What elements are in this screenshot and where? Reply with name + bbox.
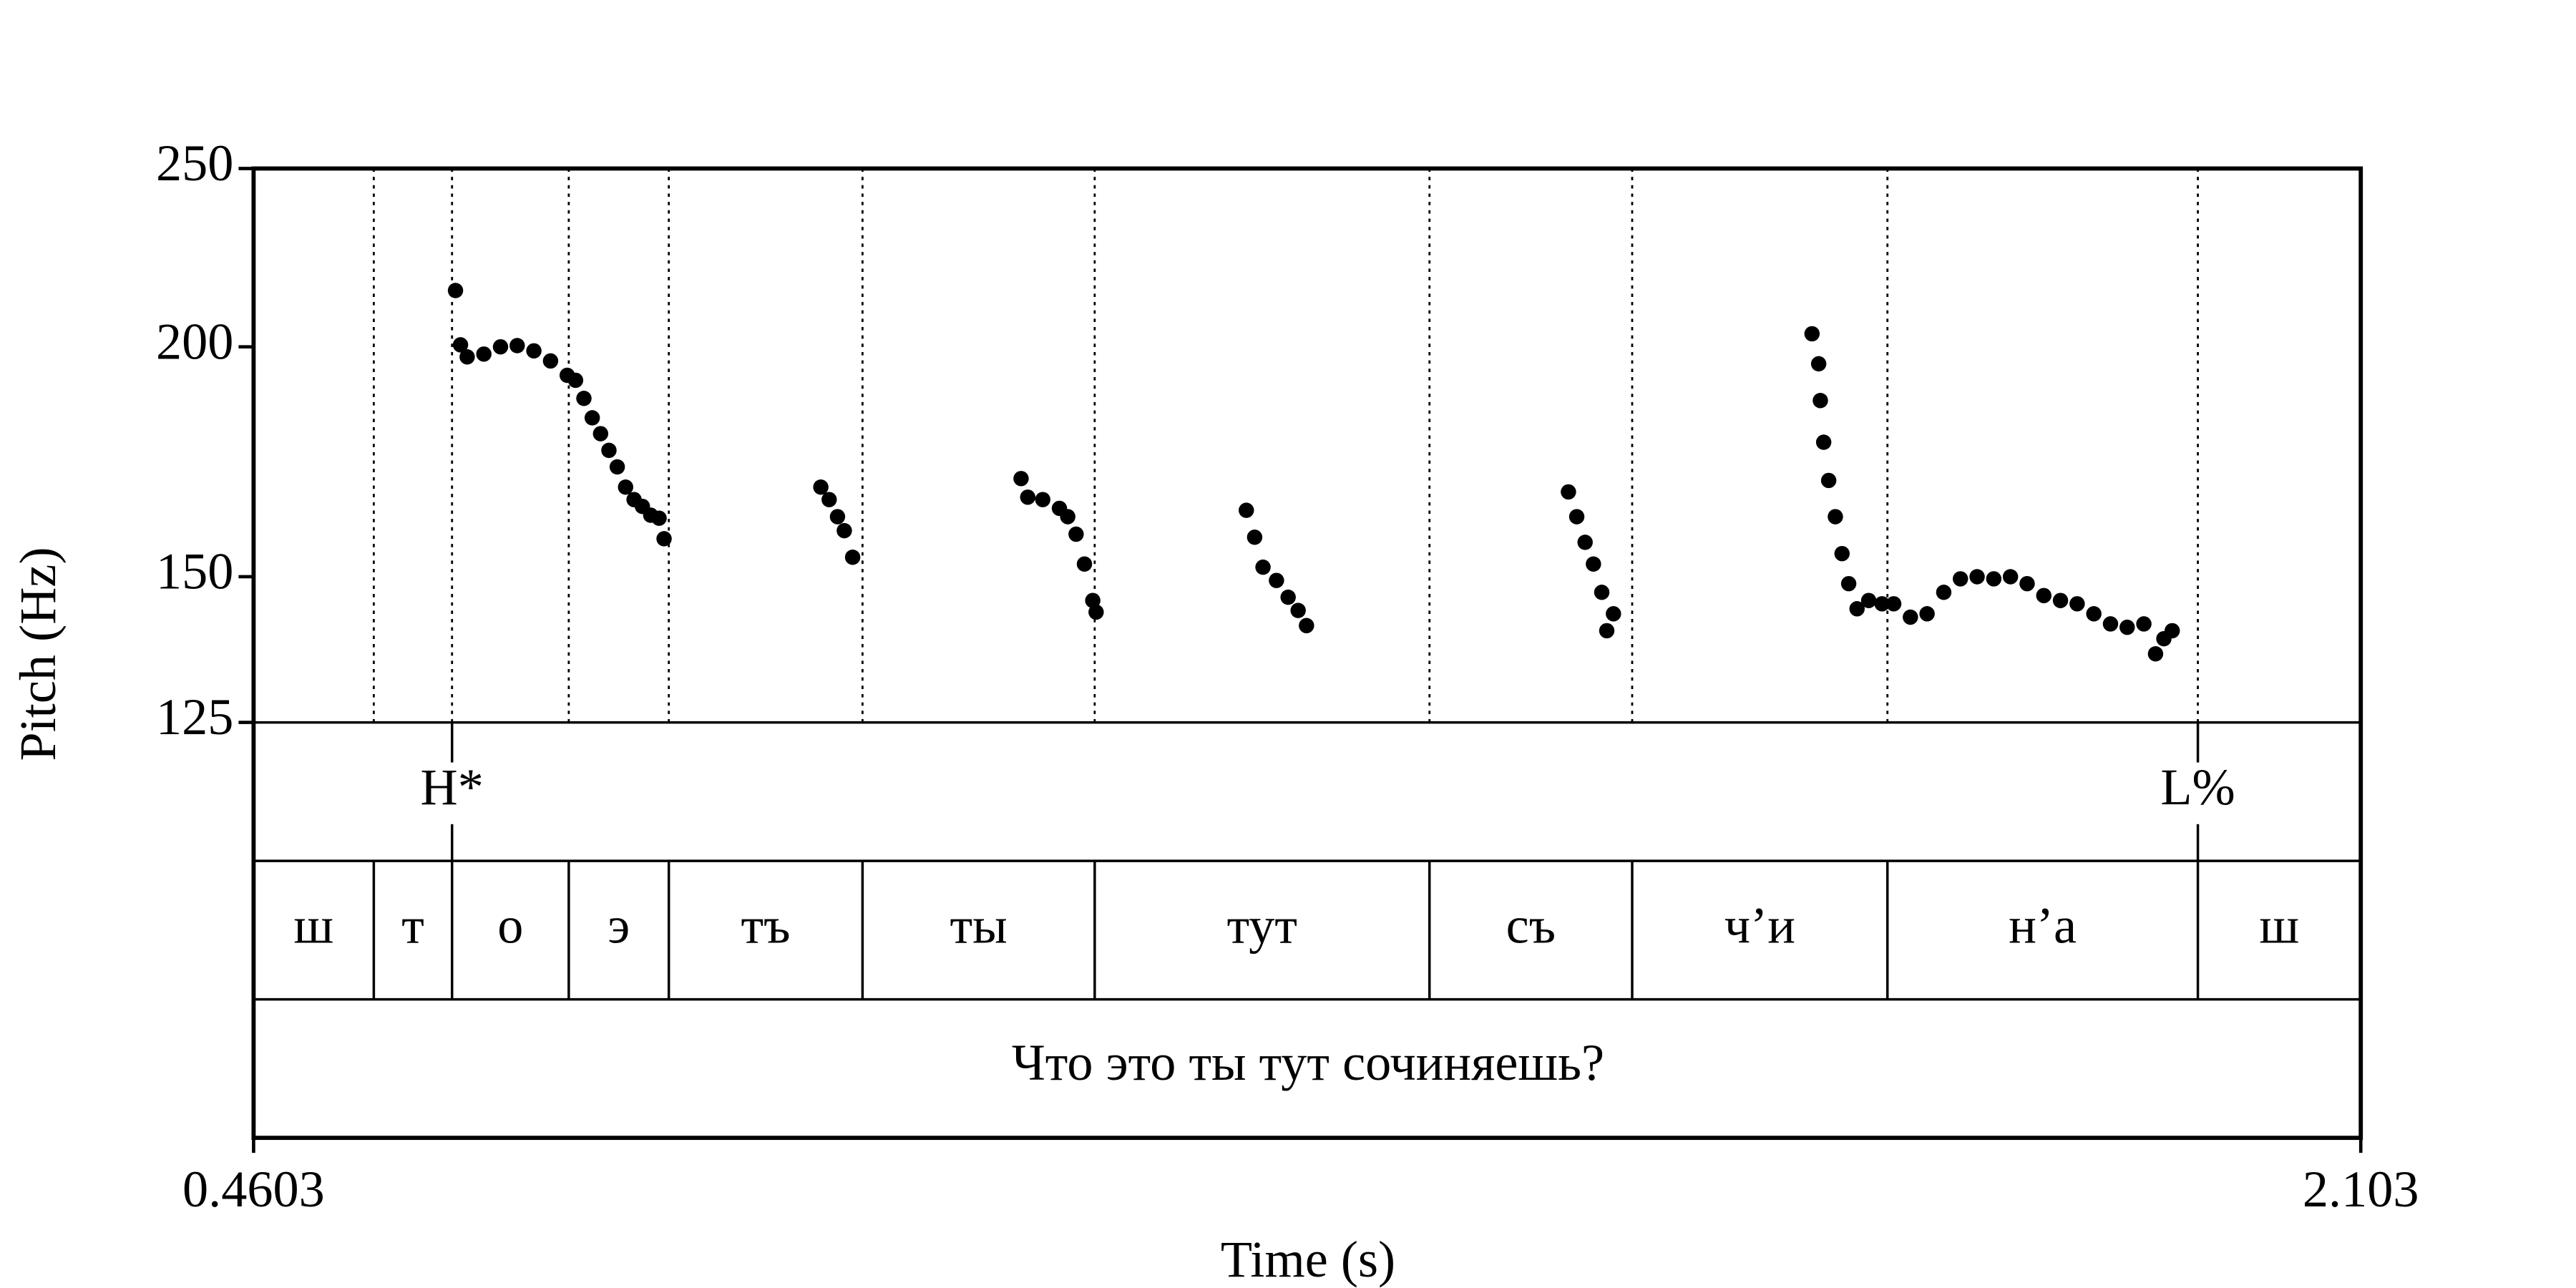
segment-label: тут [1227,897,1297,955]
pitch-point [844,550,861,565]
pitch-point [1813,393,1828,409]
pitch-point [1561,484,1576,500]
pitch-point [1849,601,1865,617]
pitch-point [476,346,492,362]
pitch-point [1885,596,1902,612]
pitch-point [2102,616,2119,632]
x-axis-label: Time (s) [1221,1231,1395,1288]
pitch-point [526,343,542,359]
pitch-point [492,338,509,355]
pitch-point [1986,571,2002,587]
pitch-point [1936,585,1952,600]
pitch-point [1804,326,1820,342]
pitch-point [813,479,829,495]
pitch-point [829,509,846,525]
segment-label: ты [950,897,1008,955]
pitch-point [542,353,559,369]
y-tick-label: 200 [156,313,233,370]
pitch-point [1810,356,1827,372]
pitch-point [1594,585,1610,600]
pitch-point [452,337,469,353]
pitch-point [1269,572,1284,588]
pitch-point [609,459,625,475]
pitch-point [836,522,852,539]
pitch-point [2036,587,2051,604]
segment-label: о [497,897,523,955]
pitch-point [651,510,667,526]
frame [251,166,2363,1141]
pitch-point [1299,618,1314,634]
pitch-point [1919,606,1935,622]
pitch-point [1834,545,1850,562]
pitch-point [1860,592,1877,608]
segment-label: тъ [741,897,791,955]
pitch-point [1020,489,1036,505]
pitch-point [1280,589,1296,605]
pitch-point [1606,606,1621,622]
pitch-point [1953,571,1968,587]
pitch-point [1068,526,1084,542]
x-tick-label: 0.4603 [182,1161,325,1218]
pitch-point [1840,575,1857,592]
pitch-point [2086,606,2102,622]
y-tick-label: 150 [156,543,233,600]
pitch-point [1290,602,1306,618]
pitch-point [1586,556,1601,572]
segment-label: ч’и [1724,897,1795,955]
segment-label: т [401,897,424,955]
plot-frame [251,166,2363,1141]
pitch-point [509,338,525,353]
pitch-point [1085,592,1101,608]
pitch-point [821,492,837,507]
pitch-point [656,531,672,547]
segment-label: ш [294,897,334,955]
segment-label: э [608,897,630,955]
pitch-point [1828,509,1843,525]
pitch-point [2164,623,2180,639]
pitch-point [567,372,584,389]
pitch-point [1035,492,1050,507]
pitch-point [1013,471,1029,487]
pitch-point [584,410,600,426]
pitch-point [2136,616,2152,632]
pitch-point [601,442,617,459]
x-tick-label: 2.103 [2303,1161,2419,1218]
segment-label: ш [2260,897,2300,955]
pitch-point [1815,434,1832,450]
y-axis-label: Pitch (Hz) [9,547,67,761]
pitch-point [1874,596,1890,612]
pitch-point [576,391,592,406]
pitch-point [1599,623,1615,639]
pitch-point [2119,619,2135,635]
pitch-point [618,479,634,495]
pitch-point [1820,472,1837,489]
pitch-point [459,349,475,365]
pitch-point [1239,502,1254,518]
tone-label: L% [2160,758,2235,816]
pitch-point [1577,535,1593,550]
tone-label: H* [421,758,484,816]
pitch-point [2069,596,2085,612]
pitch-point [1903,609,1918,625]
pitch-point [592,426,609,441]
pitch-point [1969,569,1985,585]
sentence-label: Что это ты тут сочиняешь? [1012,1034,1604,1091]
y-tick-label: 125 [156,688,233,746]
pitch-point [447,283,464,298]
pitch-point [2002,569,2019,585]
pitch-point [2052,592,2069,608]
pitch-point [1060,509,1075,525]
y-tick-label: 250 [156,135,233,192]
pitch-point [1255,559,1271,575]
pitch-point [1076,556,1093,572]
pitch-point [2147,646,2164,662]
pitch-point [1246,530,1263,545]
segment-label: съ [1506,897,1556,955]
pitch-point [2019,575,2035,592]
pitch-point [1088,604,1104,620]
pitch-point [1568,509,1585,525]
segment-label: н’а [2009,897,2077,955]
